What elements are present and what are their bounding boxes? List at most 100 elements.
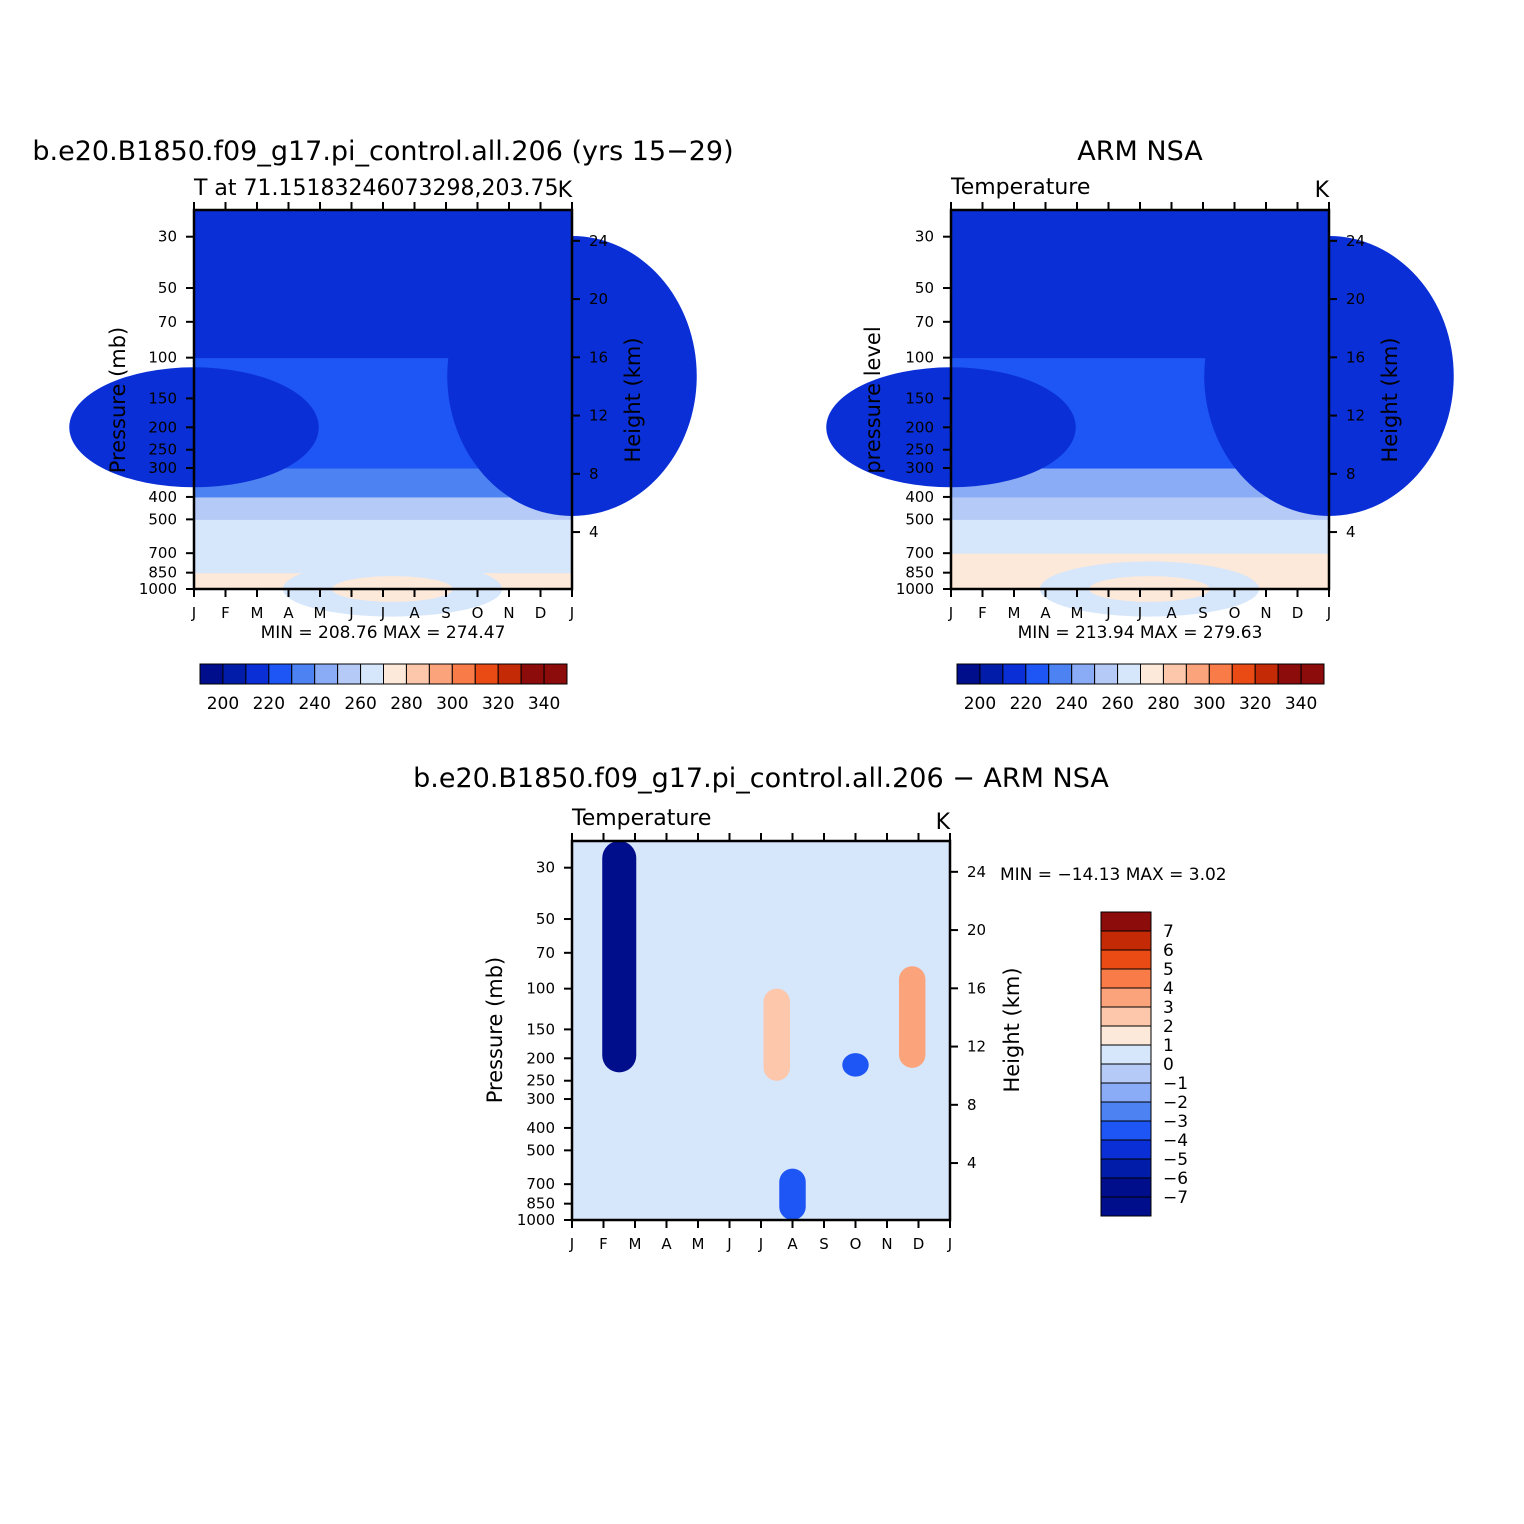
x-tick-label: F [978, 604, 987, 622]
colorbar-tick-label: 4 [1163, 979, 1174, 999]
y2-tick-label: 20 [967, 921, 986, 939]
colorbar: 200 220 240 260 280 300 320 340 [199, 663, 568, 714]
x-tick-label: J [1137, 604, 1142, 622]
y-tick-label: 850 [148, 564, 177, 582]
y2-tick-label: 12 [967, 1038, 986, 1056]
colorbar-box [474, 663, 499, 685]
colorbar-box [1300, 663, 1325, 685]
colorbar-box [1100, 987, 1152, 1008]
y2-tick-label: 4 [589, 523, 599, 541]
x-tick-label: N [881, 1235, 892, 1253]
colorbar-box [1100, 968, 1152, 989]
y-tick-label: 200 [905, 418, 934, 436]
y-tick-label: 850 [526, 1195, 555, 1213]
y2-tick-label: 24 [967, 863, 986, 881]
colorbar-tick-label: 2 [1163, 1017, 1174, 1037]
y-tick-label: 700 [526, 1175, 555, 1193]
colorbar-box [428, 663, 453, 685]
contour-band [194, 519, 572, 554]
colorbar: 200 220 240 260 280 300 320 340 [956, 663, 1325, 714]
colorbar-box [1254, 663, 1279, 685]
panel-title: ARM NSA [1077, 136, 1203, 167]
y-tick-label: 1000 [139, 580, 177, 598]
contour-band [951, 496, 1329, 520]
colorbar-box [451, 663, 476, 685]
colorbar-tick-label: −7 [1163, 1188, 1188, 1208]
y-tick-label: 50 [915, 279, 934, 297]
contour-band [194, 210, 572, 238]
y-tick-label: 850 [905, 564, 934, 582]
contour-band [602, 841, 637, 1073]
y2-tick-label: 8 [967, 1096, 977, 1114]
colorbar-box [1048, 663, 1073, 685]
x-tick-label: A [1166, 604, 1177, 622]
y2-tick-label: 24 [589, 232, 608, 250]
y-axis-label: Pressure (mb) [483, 957, 507, 1104]
y-tick-label: 400 [905, 488, 934, 506]
contour-band [194, 496, 572, 520]
colorbar-box [1231, 663, 1256, 685]
colorbar-box [1100, 1177, 1152, 1198]
y2-tick-label: 16 [1346, 348, 1365, 366]
colorbar-box [1100, 930, 1152, 951]
y-tick-label: 700 [148, 544, 177, 562]
model-temperature-panel: b.e20.B1850.f09_g17.pi_control.all.206 (… [32, 136, 733, 714]
y-tick-label: 300 [148, 459, 177, 477]
colorbar-box [360, 663, 384, 685]
colorbar-box [1071, 663, 1096, 685]
colorbar-box [1100, 1158, 1152, 1179]
colorbar-tick-label: 5 [1163, 960, 1174, 980]
x-tick-label: J [380, 604, 385, 622]
x-tick-label: J [569, 1235, 574, 1253]
x-tick-label: A [409, 604, 420, 622]
panel-title: b.e20.B1850.f09_g17.pi_control.all.206 (… [32, 136, 733, 167]
colorbar-box [1094, 663, 1119, 685]
observed-temperature-panel: ARM NSA Temperature K J F M A M J J A S O N D J 30 50 7… [826, 136, 1454, 714]
colorbar-box [337, 663, 362, 685]
y2-tick-label: 8 [1346, 465, 1356, 483]
y-tick-label: 700 [905, 544, 934, 562]
contour-plot [572, 841, 950, 1220]
colorbar-tick-label: 240 [298, 694, 330, 714]
colorbar-tick-label: 240 [1055, 694, 1087, 714]
x-tick-label: J [1326, 604, 1331, 622]
y2-tick-label: 8 [589, 465, 599, 483]
secondary-y-axis-label: Height (km) [1378, 337, 1402, 462]
x-tick-label: J [947, 1235, 952, 1253]
colorbar-box [245, 663, 270, 685]
y-tick-label: 300 [905, 459, 934, 477]
x-tick-label: M [692, 1235, 705, 1253]
y2-tick-label: 16 [967, 979, 986, 997]
x-tick-label: A [661, 1235, 672, 1253]
colorbar-tick-label: 220 [1010, 694, 1042, 714]
x-tick-label: O [850, 1235, 862, 1253]
colorbar-box [1185, 663, 1210, 685]
panel-units-label: K [1315, 178, 1330, 203]
colorbar-box [291, 663, 316, 685]
colorbar-box [1100, 1120, 1152, 1141]
x-tick-label: M [314, 604, 327, 622]
contour-band [951, 210, 1329, 238]
colorbar-tick-label: −1 [1163, 1074, 1188, 1094]
x-tick-label: A [283, 604, 294, 622]
min-max-label: MIN = −14.13 MAX = 3.02 [1000, 865, 1227, 885]
contour-band [842, 1053, 869, 1077]
y-tick-label: 1000 [896, 580, 934, 598]
colorbar-box [497, 663, 522, 685]
colorbar-box [1100, 1063, 1152, 1084]
y-tick-label: 500 [148, 510, 177, 528]
y-axis-label: Pressure (mb) [106, 327, 130, 474]
contour-band [763, 988, 790, 1081]
colorbar-box [956, 663, 981, 685]
colorbar-tick-label: 3 [1163, 998, 1174, 1018]
colorbar-box [1100, 1006, 1152, 1027]
colorbar-tick-label: −5 [1163, 1150, 1188, 1170]
y-tick-label: 100 [526, 980, 555, 998]
x-tick-label: A [787, 1235, 798, 1253]
panel-units-label: K [558, 178, 573, 203]
panel-units-label: K [936, 810, 951, 835]
colorbar-box [1277, 663, 1302, 685]
x-tick-label: N [1260, 604, 1271, 622]
